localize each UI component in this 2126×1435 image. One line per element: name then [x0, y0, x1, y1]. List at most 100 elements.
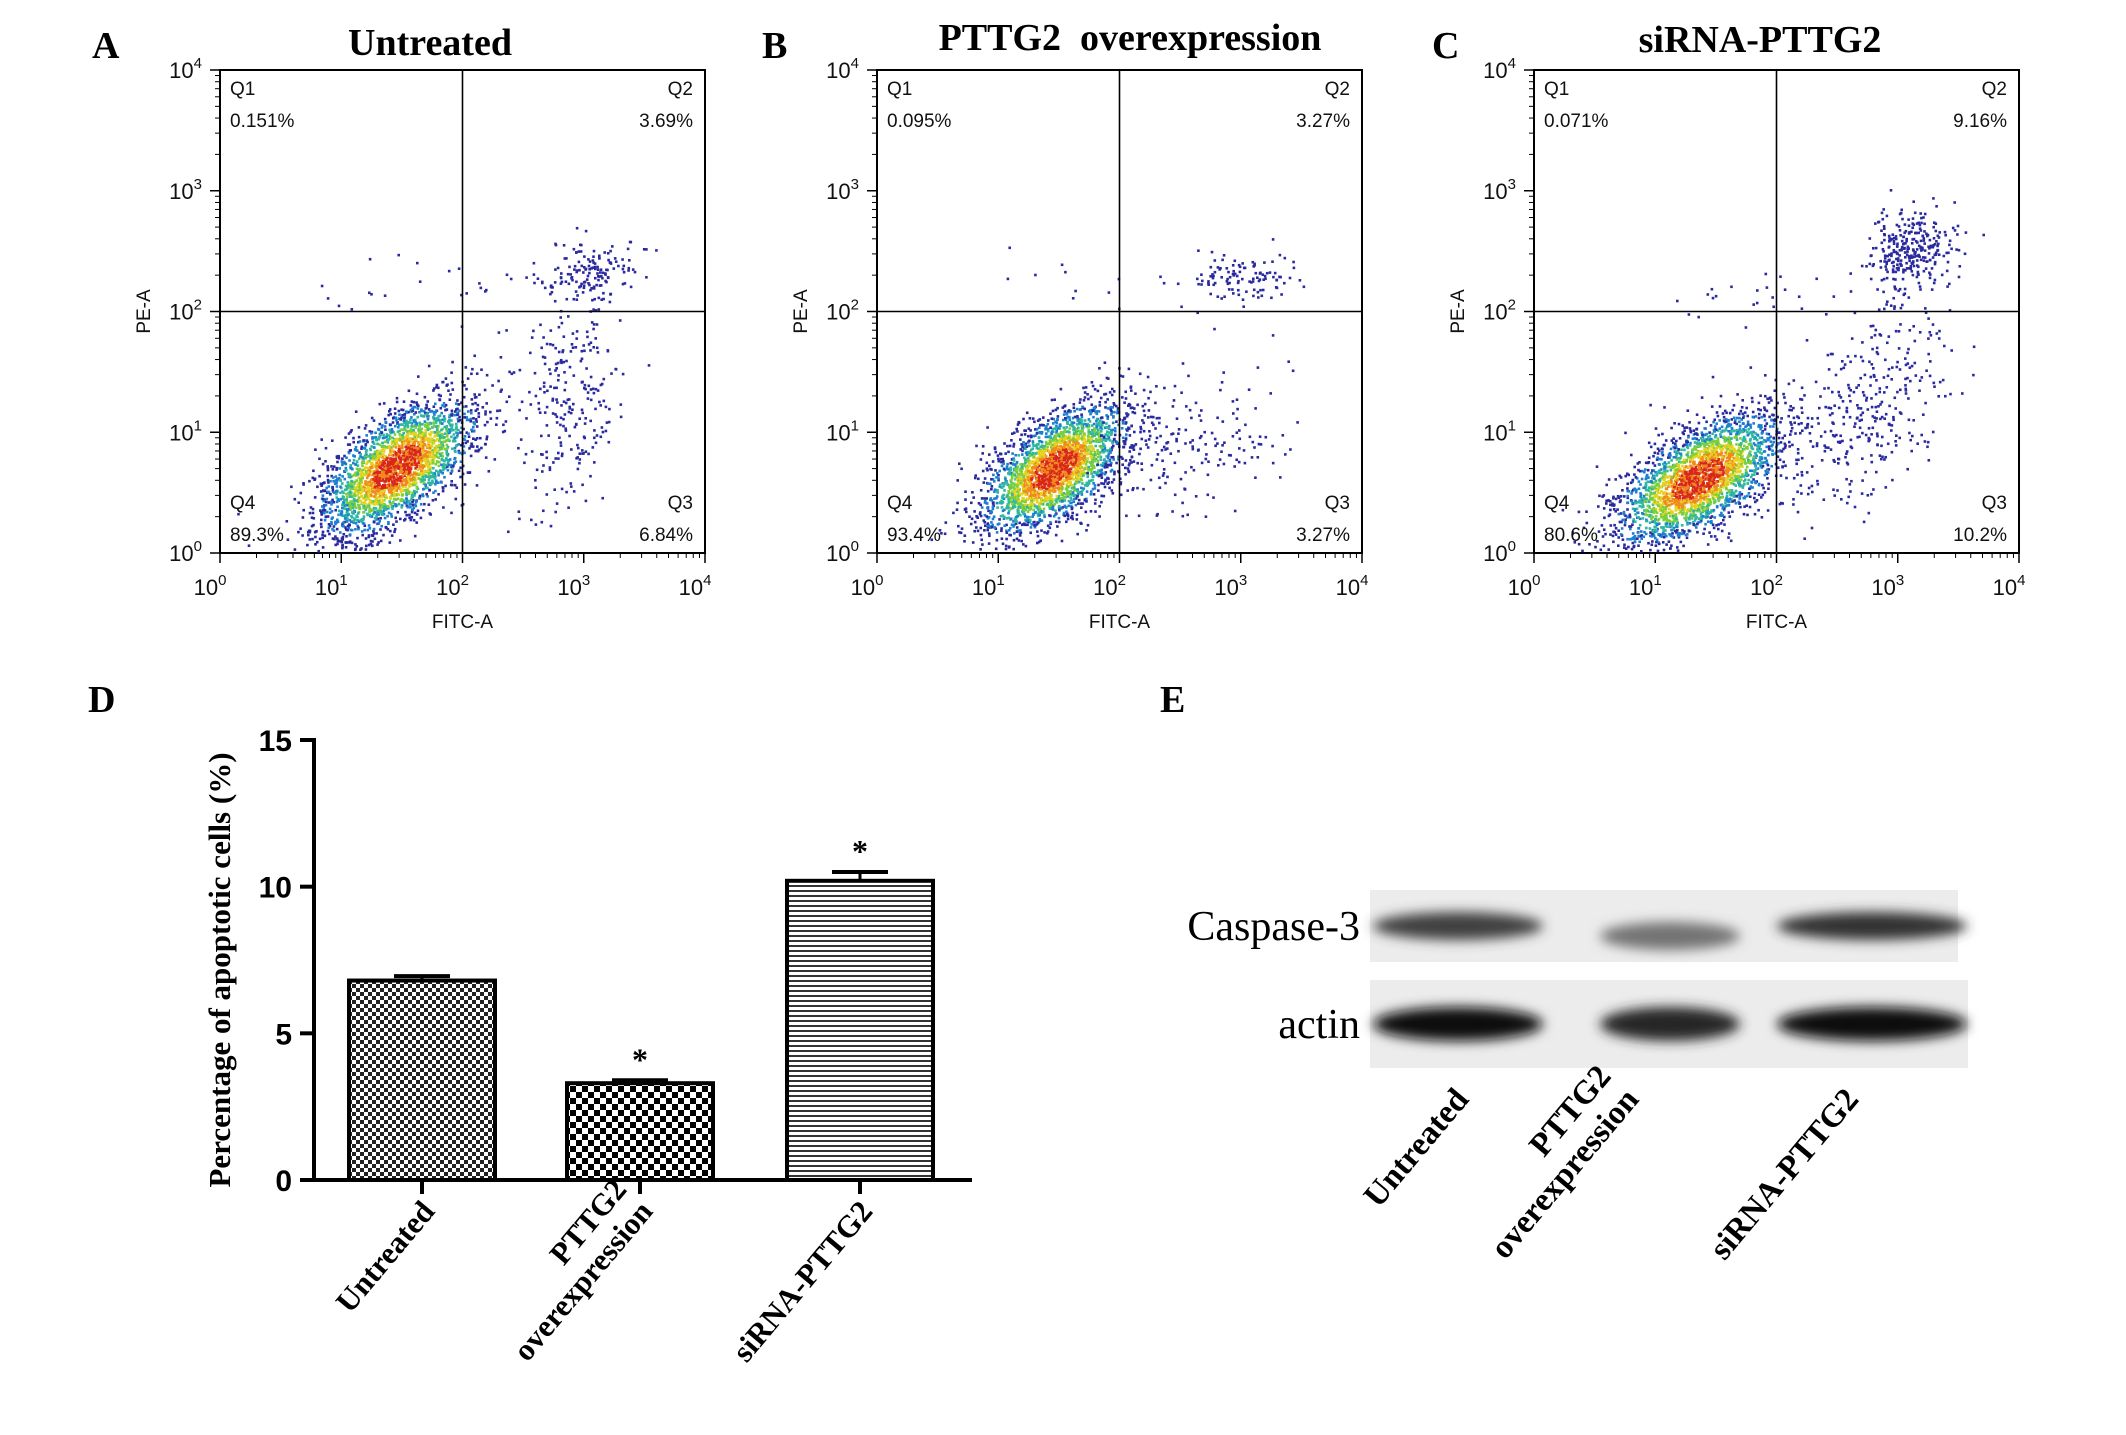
facs-event	[551, 412, 555, 415]
facs-event	[469, 445, 473, 448]
facs-event	[561, 452, 564, 456]
facs-event	[1111, 455, 1115, 459]
facs-event	[1035, 452, 1038, 455]
facs-event	[437, 470, 441, 474]
facs-event	[398, 444, 401, 448]
facs-event	[1011, 495, 1014, 499]
facs-event	[567, 410, 571, 414]
facs-event	[991, 517, 995, 521]
facs-event	[422, 440, 425, 444]
facs-event	[336, 518, 339, 522]
facs-event	[437, 456, 440, 459]
facs-event	[1096, 389, 1100, 393]
facs-event	[959, 531, 963, 535]
facs-event	[402, 419, 406, 422]
facs-event	[341, 461, 344, 465]
facs-event	[540, 346, 543, 350]
facs-event	[407, 475, 410, 479]
facs-event	[446, 468, 450, 472]
facs-event	[339, 540, 342, 543]
facs-event	[368, 459, 371, 463]
facs-event	[1092, 482, 1095, 485]
facs-event	[349, 486, 353, 489]
facs-event	[336, 537, 339, 540]
facs-event	[1026, 468, 1029, 471]
facs-event	[380, 487, 383, 490]
facs-event	[364, 443, 368, 446]
facs-event	[441, 455, 445, 458]
facs-event	[1045, 448, 1048, 451]
facs-event	[594, 387, 598, 391]
facs-event	[1012, 468, 1016, 472]
facs-tick-exponent: 2	[461, 572, 469, 589]
facs-y-tick-label: 102	[169, 297, 202, 325]
facs-event	[564, 280, 568, 283]
facs-event	[991, 460, 995, 463]
facs-event	[1068, 410, 1072, 414]
facs-event	[433, 473, 437, 477]
facs-event	[602, 291, 605, 295]
facs-tick-base: 10	[436, 575, 460, 600]
facs-event	[430, 431, 433, 434]
facs-event	[1073, 441, 1077, 445]
facs-event	[597, 308, 601, 311]
facs-event	[334, 543, 337, 547]
facs-event	[441, 380, 444, 384]
facs-event	[990, 485, 994, 488]
facs-event	[991, 478, 995, 481]
facs-event	[595, 434, 599, 437]
facs-event	[1109, 470, 1113, 473]
facs-event	[1046, 435, 1050, 439]
facs-event	[343, 503, 347, 507]
facs-event	[337, 499, 341, 502]
facs-event	[317, 549, 320, 553]
facs-event	[545, 342, 549, 346]
facs-event	[368, 527, 372, 530]
facs-event	[344, 515, 348, 519]
facs-event	[401, 413, 404, 417]
facs-event	[1017, 481, 1020, 484]
facs-event	[979, 458, 983, 461]
facs-event	[321, 536, 324, 540]
facs-event	[626, 247, 630, 251]
facs-event	[542, 464, 545, 467]
facs-event	[1000, 496, 1004, 499]
facs-event	[1025, 445, 1029, 448]
facs-event	[592, 323, 596, 326]
facs-event	[560, 404, 563, 407]
facs-event	[424, 411, 427, 415]
facs-event	[357, 457, 361, 460]
facs-event	[375, 518, 378, 521]
facs-event	[1009, 468, 1012, 472]
facs-event	[422, 453, 425, 456]
facs-event	[413, 441, 416, 444]
facs-event	[518, 517, 521, 521]
facs-event	[1039, 448, 1043, 452]
facs-event	[556, 401, 559, 404]
facs-event	[559, 444, 563, 447]
facs-event	[1065, 483, 1068, 486]
facs-event	[995, 476, 998, 479]
facs-event	[1007, 495, 1010, 499]
facs-event	[359, 479, 362, 483]
quadrant-value-q3: 6.84%	[639, 525, 693, 546]
facs-event	[441, 489, 445, 493]
facs-event	[424, 423, 427, 426]
facs-event	[589, 388, 593, 391]
facs-event	[405, 472, 408, 475]
facs-event	[1098, 404, 1102, 407]
facs-event	[409, 432, 413, 436]
facs-event	[443, 417, 447, 421]
facs-event	[385, 479, 388, 482]
facs-event	[418, 447, 422, 451]
facs-event	[380, 445, 384, 448]
facs-event	[582, 281, 586, 284]
facs-event	[348, 443, 352, 446]
facs-event	[596, 389, 600, 392]
facs-event	[996, 489, 999, 492]
facs-event	[983, 514, 987, 517]
facs-event	[1084, 450, 1088, 453]
facs-event	[358, 488, 362, 491]
facs-event	[463, 483, 467, 486]
facs-event	[366, 528, 370, 532]
